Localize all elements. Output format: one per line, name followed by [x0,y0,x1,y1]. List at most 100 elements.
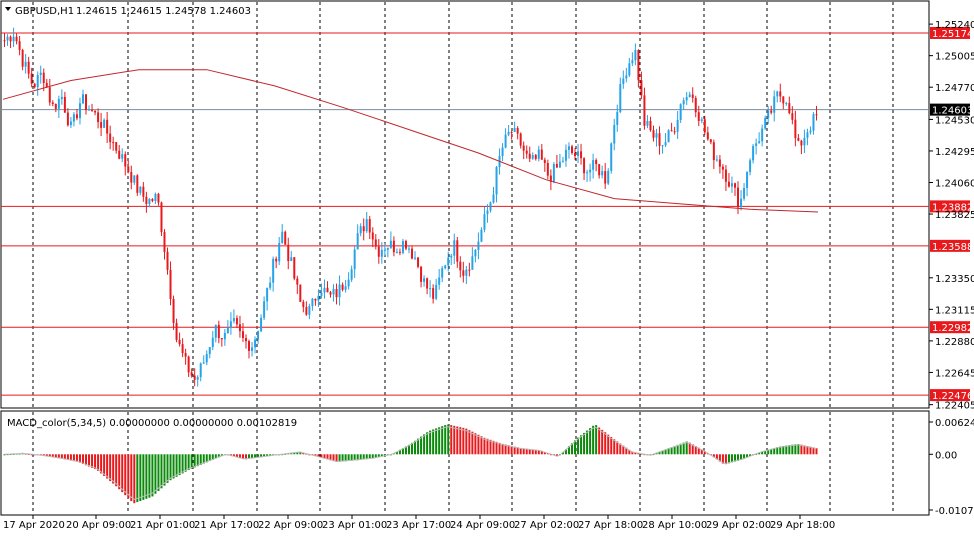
macd-bar [749,454,752,457]
candle-body [220,338,223,340]
macd-bar [335,454,338,463]
macd-bar [347,454,350,462]
candle-body [81,94,84,104]
candle-body [459,261,462,271]
macd-bar [806,446,809,455]
macd-bar [395,451,398,455]
level-label: 1.25174 [932,29,973,40]
candle-body [329,292,332,295]
candle-body [779,91,782,97]
candle-body [616,111,619,125]
macd-bar [604,432,607,455]
candle-body [63,96,66,113]
macd-bar [480,436,483,455]
candle-body [730,183,733,187]
macd-bar [217,454,220,458]
candle-body [314,298,317,301]
macd-bar [169,454,172,481]
candle-body [145,196,148,204]
level-label-box [930,26,970,39]
candle-body [184,353,187,357]
macd-bar [121,454,124,493]
candle-body [36,74,39,88]
candle-body [706,132,709,140]
candle-body [275,258,278,262]
candle-body [727,181,730,187]
macd-bar [254,454,257,458]
candle-body [809,130,812,133]
candle-body [60,96,63,99]
macd-bar [468,430,471,455]
candle-body [217,324,220,339]
candle-body [522,145,525,151]
macd-bar [151,454,154,497]
macd-bar [477,434,480,455]
macd-bar [78,454,81,463]
macd-bar [667,448,670,455]
macd-bar [115,454,118,487]
candle-body [244,338,247,342]
macd-bar [733,454,736,462]
macd-axis: 0.0062401 0.00 -0.0107710 [929,418,974,517]
macd-bar [420,436,423,455]
macd-bar [555,454,558,457]
candle-body [561,160,564,162]
candle-body [764,117,767,129]
macd-bar [492,440,495,455]
candle-body [519,133,522,146]
macd-bar [75,454,78,462]
candle-body [785,103,788,105]
candle-body [290,257,293,262]
candle-body [205,354,208,363]
candle-body [688,94,691,98]
macd-bar [426,432,429,455]
macd-bar [450,425,453,455]
macd-bar [770,448,773,455]
dropdown-triangle-icon[interactable] [5,7,11,11]
candle-body [477,241,480,250]
candle-body [619,84,622,112]
macd-bar [510,445,513,455]
candle-body [226,327,229,334]
candle-body [362,226,365,232]
candle-body [157,193,160,203]
macd-bar [435,428,438,455]
macd-bar [682,442,685,455]
candle-body [622,78,625,85]
level-label-box [930,389,970,402]
macd-bar [365,454,368,460]
macd-bar [184,454,187,472]
y-tick-label: 1.23825 [935,210,974,221]
macd-bar [531,449,534,455]
macd-bar [266,454,269,457]
macd-bar [232,454,235,457]
macd-bar [66,454,69,460]
x-tick-label: 21 Apr 01:00 [130,520,195,531]
macd-bar [697,447,700,455]
candle-body [401,241,404,253]
macd-bar [634,452,637,455]
macd-bar [785,445,788,455]
macd-bar [91,454,94,468]
moving-average-line [2,69,819,213]
macd-bar [148,454,151,498]
candle-body [749,160,752,173]
candle-body [54,103,57,109]
candle-body [574,152,577,157]
candle-body [85,94,88,110]
macd-bar [54,454,57,458]
candle-body [115,142,118,151]
macd-bar [205,454,208,463]
macd-bar [199,454,202,465]
candle-body [238,324,241,332]
candle-body [721,166,724,170]
candle-body [272,258,275,283]
macd-bar [290,452,293,455]
candle-body [142,186,145,197]
macd-bar [193,454,196,468]
macd-bar [350,454,353,461]
macd-bar [471,431,474,455]
macd-bar [637,452,640,455]
macd-bar [208,454,211,462]
macd-bar [610,436,613,455]
